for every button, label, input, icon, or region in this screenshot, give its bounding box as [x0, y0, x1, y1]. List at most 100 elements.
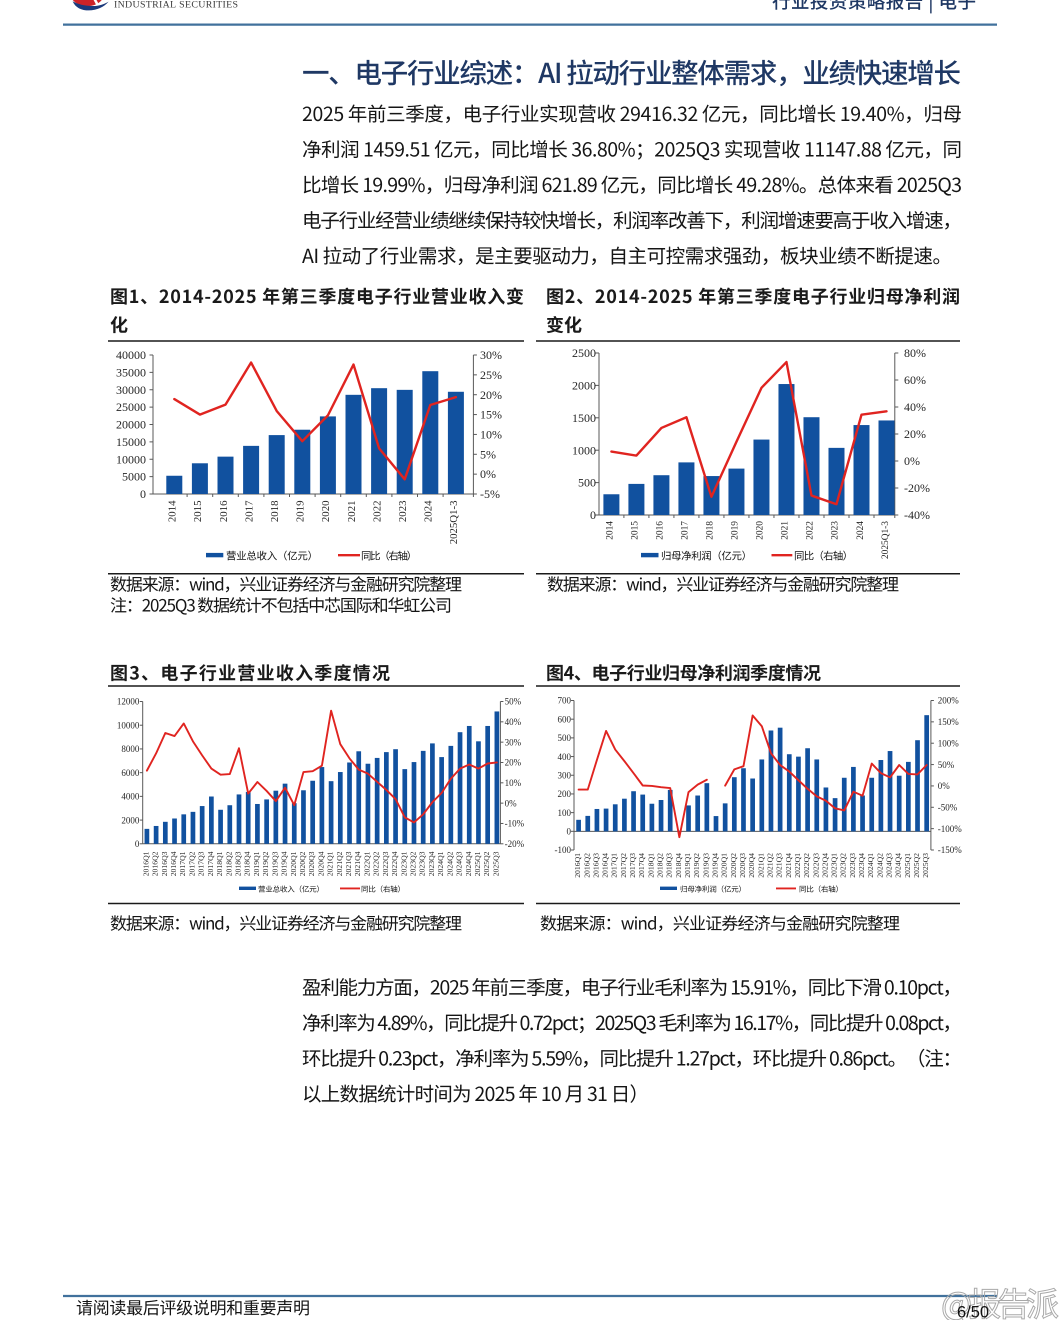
svg-text:5000: 5000: [122, 470, 146, 484]
svg-text:2016Q4: 2016Q4: [169, 851, 178, 876]
svg-text:500: 500: [558, 733, 572, 743]
svg-text:40000: 40000: [116, 348, 146, 362]
svg-text:600: 600: [558, 714, 572, 724]
svg-text:2024Q4: 2024Q4: [464, 851, 473, 876]
svg-text:25000: 25000: [116, 400, 146, 414]
svg-text:2022Q3: 2022Q3: [811, 853, 820, 878]
svg-text:2024Q3: 2024Q3: [455, 851, 464, 876]
svg-text:2023: 2023: [397, 501, 409, 523]
svg-text:6/50: 6/50: [957, 1304, 989, 1321]
svg-text:-40%: -40%: [904, 508, 930, 522]
svg-text:2023Q1: 2023Q1: [830, 853, 839, 878]
svg-text:80%: 80%: [904, 346, 926, 360]
svg-text:2017Q2: 2017Q2: [187, 851, 196, 876]
svg-text:35000: 35000: [116, 365, 146, 379]
svg-text:2025Q1-3: 2025Q1-3: [881, 521, 891, 559]
svg-text:2023Q1: 2023Q1: [399, 851, 408, 876]
svg-text:2015: 2015: [192, 501, 204, 523]
svg-text:2014: 2014: [167, 500, 179, 522]
svg-text:100%: 100%: [938, 738, 960, 748]
svg-text:1500: 1500: [572, 411, 596, 425]
svg-text:2020Q2: 2020Q2: [298, 851, 307, 876]
svg-text:2018Q3: 2018Q3: [665, 853, 674, 878]
svg-text:2017Q4: 2017Q4: [206, 851, 215, 876]
svg-text:2017Q3: 2017Q3: [197, 851, 206, 876]
svg-text:0%: 0%: [480, 467, 496, 481]
svg-text:20%: 20%: [480, 388, 502, 402]
svg-text:2021Q4: 2021Q4: [353, 851, 362, 876]
svg-text:40%: 40%: [904, 400, 926, 414]
svg-text:5%: 5%: [480, 447, 496, 461]
svg-text:2017: 2017: [681, 521, 691, 540]
svg-text:2019: 2019: [295, 501, 307, 523]
svg-text:2024Q1: 2024Q1: [436, 851, 445, 876]
svg-text:1000: 1000: [572, 443, 596, 457]
svg-text:2021Q1: 2021Q1: [326, 851, 335, 876]
svg-text:2016Q1: 2016Q1: [141, 851, 150, 876]
svg-text:2022: 2022: [371, 501, 383, 523]
svg-text:2018Q2: 2018Q2: [656, 853, 665, 878]
svg-text:2022Q1: 2022Q1: [362, 851, 371, 876]
svg-text:2025Q3: 2025Q3: [921, 853, 930, 878]
svg-text:15%: 15%: [480, 408, 502, 422]
svg-text:30000: 30000: [116, 383, 146, 397]
svg-text:2014: 2014: [606, 521, 616, 540]
svg-text:2021Q1: 2021Q1: [756, 853, 765, 878]
svg-text:2022Q2: 2022Q2: [372, 851, 381, 876]
svg-text:2025Q3: 2025Q3: [491, 851, 500, 876]
svg-text:2020: 2020: [320, 501, 332, 523]
svg-text:0: 0: [567, 827, 572, 837]
svg-text:0%: 0%: [505, 798, 517, 808]
svg-text:2021Q2: 2021Q2: [765, 853, 774, 878]
svg-text:0: 0: [135, 839, 140, 849]
svg-text:2018Q3: 2018Q3: [234, 851, 243, 876]
svg-text:2023Q4: 2023Q4: [427, 851, 436, 876]
svg-text:2018Q2: 2018Q2: [224, 851, 233, 876]
svg-text:0%: 0%: [938, 781, 951, 791]
svg-text:0: 0: [590, 508, 596, 522]
svg-text:12000: 12000: [117, 697, 140, 707]
svg-text:2022Q3: 2022Q3: [381, 851, 390, 876]
svg-text:-20%: -20%: [505, 839, 525, 849]
svg-text:2016Q2: 2016Q2: [582, 853, 591, 878]
svg-text:INDUSTRIAL SECURITIES: INDUSTRIAL SECURITIES: [114, 0, 238, 11]
svg-text:2023Q3: 2023Q3: [848, 853, 857, 878]
svg-text:2019Q3: 2019Q3: [270, 851, 279, 876]
svg-text:2017: 2017: [243, 500, 255, 522]
svg-text:50%: 50%: [938, 760, 955, 770]
svg-text:2025Q2: 2025Q2: [482, 851, 491, 876]
svg-text:2017Q1: 2017Q1: [178, 851, 187, 876]
svg-text:10000: 10000: [116, 452, 146, 466]
svg-text:2018Q4: 2018Q4: [674, 853, 683, 878]
svg-text:2024Q4: 2024Q4: [894, 853, 903, 878]
svg-text:2020: 2020: [756, 521, 766, 540]
svg-text:10%: 10%: [480, 428, 502, 442]
svg-text:2016Q3: 2016Q3: [591, 853, 600, 878]
svg-text:2023Q2: 2023Q2: [408, 851, 417, 876]
svg-text:2020Q3: 2020Q3: [738, 853, 747, 878]
svg-text:300: 300: [558, 770, 572, 780]
svg-text:2019Q1: 2019Q1: [683, 853, 692, 878]
svg-text:-5%: -5%: [480, 487, 500, 501]
svg-text:2018Q1: 2018Q1: [215, 851, 224, 876]
svg-text:2000: 2000: [121, 815, 140, 825]
svg-text:2024Q3: 2024Q3: [885, 853, 894, 878]
svg-text:200%: 200%: [938, 696, 960, 706]
svg-text:2025Q2: 2025Q2: [912, 853, 921, 878]
svg-text:30%: 30%: [505, 737, 522, 747]
svg-text:40%: 40%: [505, 717, 522, 727]
svg-text:15000: 15000: [116, 435, 146, 449]
svg-text:-150%: -150%: [938, 845, 962, 855]
svg-text:20%: 20%: [505, 758, 522, 768]
svg-text:2016Q1: 2016Q1: [573, 853, 582, 878]
svg-text:2016Q2: 2016Q2: [151, 851, 160, 876]
svg-text:2024Q2: 2024Q2: [875, 853, 884, 878]
svg-text:2025Q1-3: 2025Q1-3: [448, 501, 460, 545]
svg-text:-100%: -100%: [938, 824, 962, 834]
svg-text:2023Q2: 2023Q2: [839, 853, 848, 878]
svg-text:30%: 30%: [480, 348, 502, 362]
svg-text:25%: 25%: [480, 368, 502, 382]
svg-text:2017Q4: 2017Q4: [637, 853, 646, 878]
svg-text:2016Q3: 2016Q3: [160, 851, 169, 876]
svg-text:2021Q4: 2021Q4: [784, 853, 793, 878]
